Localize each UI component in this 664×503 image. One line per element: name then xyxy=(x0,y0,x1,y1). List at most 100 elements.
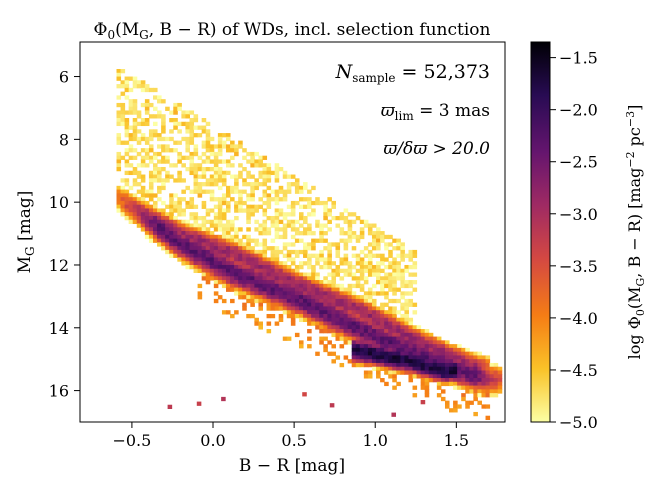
heatmap-cell xyxy=(193,268,199,274)
heatmap-cell xyxy=(209,219,215,225)
heatmap-cell xyxy=(262,189,268,194)
heatmap-cell xyxy=(363,340,369,345)
heatmap-cell xyxy=(201,272,207,277)
heatmap-cell xyxy=(177,227,182,232)
colorbar-tick-label: −1.5 xyxy=(559,49,598,68)
heatmap-cell xyxy=(242,302,247,307)
heatmap-cell xyxy=(201,246,207,251)
heatmap-cell xyxy=(469,381,474,387)
heatmap-cell xyxy=(367,359,373,364)
heatmap-cell xyxy=(453,378,458,383)
heatmap-cell xyxy=(193,182,199,187)
heatmap-cell xyxy=(177,102,182,108)
heatmap-cell xyxy=(254,321,259,326)
heatmap-cell xyxy=(412,272,418,277)
heatmap-cell xyxy=(440,355,446,360)
heatmap-cell xyxy=(193,215,199,221)
heatmap-cell xyxy=(323,200,328,206)
heatmap-cell xyxy=(473,374,478,379)
heatmap-cell xyxy=(359,317,365,323)
heatmap-cell xyxy=(286,219,292,225)
heatmap-cell xyxy=(282,268,288,274)
heatmap-cell xyxy=(294,249,300,255)
heatmap-cell xyxy=(404,306,409,311)
heatmap-cell xyxy=(225,159,231,164)
heatmap-cell xyxy=(355,317,361,323)
heatmap-cell xyxy=(286,253,292,258)
heatmap-cell xyxy=(124,140,130,145)
heatmap-cell xyxy=(132,219,138,225)
heatmap-cell xyxy=(238,272,243,277)
heatmap-cell xyxy=(481,378,487,383)
heatmap-cell xyxy=(444,370,450,375)
heatmap-cell xyxy=(367,264,373,270)
heatmap-cell xyxy=(355,344,361,349)
heatmap-cell xyxy=(351,283,357,289)
heatmap-cell xyxy=(116,114,122,119)
heatmap-cell xyxy=(384,370,389,375)
heatmap-cell xyxy=(323,336,328,341)
heatmap-cell xyxy=(197,189,203,194)
heatmap-cell xyxy=(298,291,304,296)
heatmap-cell xyxy=(311,208,316,213)
heatmap-cell xyxy=(404,351,409,356)
heatmap-outlier-cell xyxy=(302,392,307,397)
heatmap-cell xyxy=(197,185,203,191)
heatmap-cell xyxy=(294,219,300,225)
heatmap-cell xyxy=(169,227,174,232)
heatmap-cell xyxy=(217,215,223,221)
heatmap-cell xyxy=(262,276,268,281)
heatmap-cell xyxy=(412,351,418,356)
heatmap-cell xyxy=(290,182,296,187)
heatmap-cell xyxy=(246,159,251,164)
heatmap-cell xyxy=(400,302,405,307)
heatmap-cell xyxy=(246,151,251,157)
heatmap-cell xyxy=(404,344,409,349)
heatmap-cell xyxy=(116,200,122,206)
heatmap-cell xyxy=(298,340,304,345)
heatmap-cell xyxy=(307,280,312,285)
heatmap-cell xyxy=(436,366,442,371)
heatmap-cell xyxy=(359,298,365,304)
heatmap-cell xyxy=(262,295,268,300)
heatmap-cell xyxy=(242,155,247,160)
heatmap-cell xyxy=(286,295,292,300)
heatmap-cell xyxy=(205,264,211,270)
heatmap-cell xyxy=(282,336,288,341)
heatmap-cell xyxy=(246,197,251,202)
heatmap-cell xyxy=(493,366,499,371)
heatmap-cell xyxy=(371,355,377,360)
heatmap-cell xyxy=(262,272,268,277)
x-axis-label: B − R [mag] xyxy=(239,456,345,476)
heatmap-cell xyxy=(371,317,377,323)
heatmap-cell xyxy=(444,400,450,405)
heatmap-cell xyxy=(144,118,150,123)
heatmap-cell xyxy=(298,283,304,289)
heatmap-cell xyxy=(278,272,284,277)
heatmap-cell xyxy=(307,283,312,289)
heatmap-cell xyxy=(128,106,134,111)
heatmap-cell xyxy=(323,238,328,243)
heatmap-cell xyxy=(343,261,349,266)
heatmap-cell xyxy=(327,287,332,292)
heatmap-cell xyxy=(351,336,357,341)
heatmap-cell xyxy=(230,280,235,285)
heatmap-cell xyxy=(230,298,235,304)
heatmap-cell xyxy=(323,283,328,289)
heatmap-cell xyxy=(274,197,280,202)
heatmap-cell xyxy=(153,238,158,243)
heatmap-cell xyxy=(331,287,336,292)
heatmap-cell xyxy=(132,110,138,115)
heatmap-cell xyxy=(209,253,215,258)
heatmap-outlier-cell xyxy=(391,412,397,417)
heatmap-cell xyxy=(254,261,259,266)
heatmap-cell xyxy=(213,257,219,262)
heatmap-cell xyxy=(453,366,458,371)
heatmap-cell xyxy=(303,313,308,319)
heatmap-cell xyxy=(274,219,280,225)
heatmap-cell xyxy=(217,212,223,217)
heatmap-cell xyxy=(323,347,328,353)
heatmap-cell xyxy=(396,261,401,266)
heatmap-cell xyxy=(290,257,296,262)
heatmap-cell xyxy=(225,234,231,240)
